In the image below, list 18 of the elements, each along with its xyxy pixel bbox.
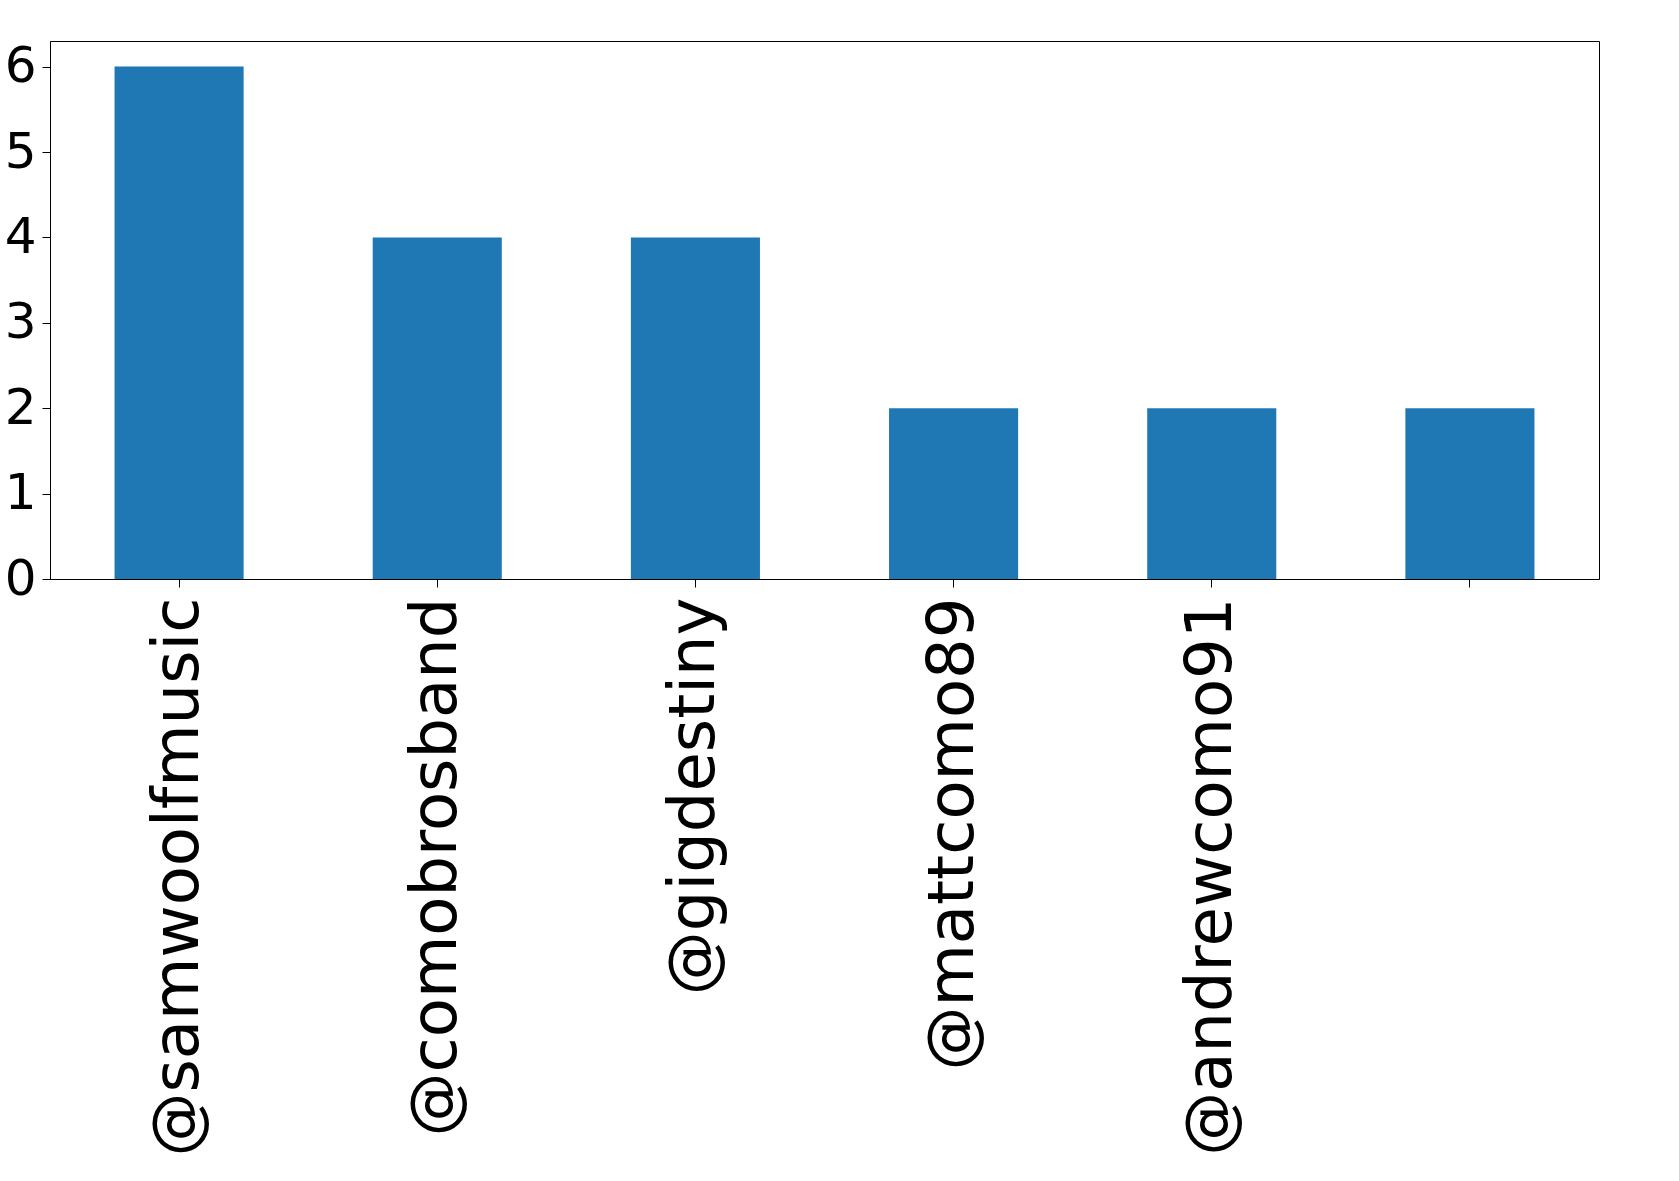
- x-tick-label: @comobrosband: [397, 597, 472, 1137]
- y-tick-label: 2: [4, 377, 37, 436]
- x-tick-label: @andrewcomo91: [1171, 597, 1246, 1156]
- bar: [630, 237, 760, 579]
- y-tick-label: 4: [4, 206, 37, 265]
- y-tick-label: 0: [4, 548, 37, 607]
- y-tick-label: 6: [4, 36, 37, 95]
- bar: [1405, 408, 1535, 579]
- x-tick-label: @gigdestiny: [655, 597, 730, 996]
- y-tick-label: 5: [4, 121, 37, 180]
- bar: [114, 66, 244, 579]
- x-tick-label: @samwoolfmusic: [139, 597, 214, 1157]
- bar: [1147, 408, 1277, 579]
- bar: [372, 237, 502, 579]
- y-tick-label: 1: [4, 463, 37, 522]
- x-tick-label: @mattcomo89: [913, 597, 988, 1071]
- bar: [889, 408, 1019, 579]
- y-tick-label: 3: [4, 292, 37, 351]
